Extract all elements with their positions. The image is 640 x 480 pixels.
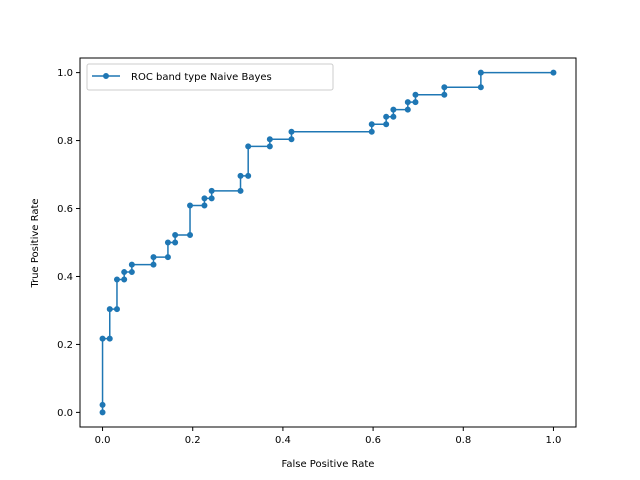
roc-point	[164, 254, 171, 261]
roc-point	[383, 121, 390, 128]
roc-point	[477, 84, 484, 91]
legend-box	[86, 63, 334, 91]
roc-point	[245, 172, 252, 179]
roc-point	[99, 409, 106, 416]
legend-marker	[103, 73, 109, 79]
roc-point	[99, 401, 106, 408]
roc-point	[150, 254, 157, 261]
x-tick-label: 1.0	[546, 435, 562, 446]
roc-point	[404, 106, 411, 113]
roc-point	[106, 306, 113, 313]
roc-point	[121, 276, 128, 283]
x-tick-label: 0.0	[95, 435, 111, 446]
roc-point	[164, 239, 171, 246]
x-tick-label: 0.8	[455, 435, 471, 446]
plot-area	[99, 69, 557, 416]
roc-point	[288, 128, 295, 135]
roc-point	[128, 269, 135, 276]
roc-point	[390, 113, 397, 120]
roc-point	[113, 276, 120, 283]
roc-point	[477, 69, 484, 76]
roc-point	[550, 69, 557, 76]
y-axis: 0.0 0.2 0.4 0.6 0.8 1.0	[57, 68, 80, 419]
roc-point	[441, 84, 448, 91]
roc-point	[390, 106, 397, 113]
roc-point	[266, 143, 273, 150]
roc-point	[99, 335, 106, 342]
y-axis-label: True Positive Rate	[30, 198, 41, 288]
roc-point	[404, 99, 411, 106]
roc-point	[128, 261, 135, 268]
roc-point	[368, 121, 375, 128]
roc-point	[208, 187, 215, 194]
roc-point	[187, 202, 194, 209]
roc-point	[368, 128, 375, 135]
roc-point	[245, 143, 252, 150]
roc-point	[201, 195, 208, 202]
roc-point	[412, 99, 419, 106]
roc-point	[237, 172, 244, 179]
x-tick-label: 0.2	[185, 435, 201, 446]
roc-point	[288, 136, 295, 143]
x-axis-label: False Positive Rate	[282, 459, 375, 470]
x-tick-label: 0.6	[365, 435, 381, 446]
x-axis: 0.0 0.2 0.4 0.6 0.8 1.0	[95, 427, 562, 446]
roc-point	[150, 261, 157, 268]
plot-frame	[79, 57, 577, 428]
roc-point	[208, 195, 215, 202]
y-tick-label: 0.4	[57, 272, 73, 283]
roc-point	[113, 306, 120, 313]
y-tick-label: 0.2	[57, 340, 73, 351]
roc-point	[121, 269, 128, 276]
roc-point	[383, 113, 390, 120]
roc-point	[187, 232, 194, 239]
roc-point	[172, 239, 179, 246]
legend: ROC band type Naive Bayes	[86, 63, 334, 91]
roc-point	[201, 202, 208, 209]
y-tick-label: 0.6	[57, 204, 73, 215]
roc-point	[266, 136, 273, 143]
roc-point	[237, 187, 244, 194]
y-tick-label: 0.8	[57, 136, 73, 147]
y-tick-label: 0.0	[57, 408, 73, 419]
roc-point	[172, 232, 179, 239]
legend-label: ROC band type Naive Bayes	[131, 72, 272, 83]
roc-curve-line	[101, 71, 554, 413]
x-tick-label: 0.4	[275, 435, 291, 446]
roc-point	[106, 335, 113, 342]
roc-point	[441, 91, 448, 98]
roc-point	[412, 91, 419, 98]
y-tick-label: 1.0	[57, 68, 73, 79]
